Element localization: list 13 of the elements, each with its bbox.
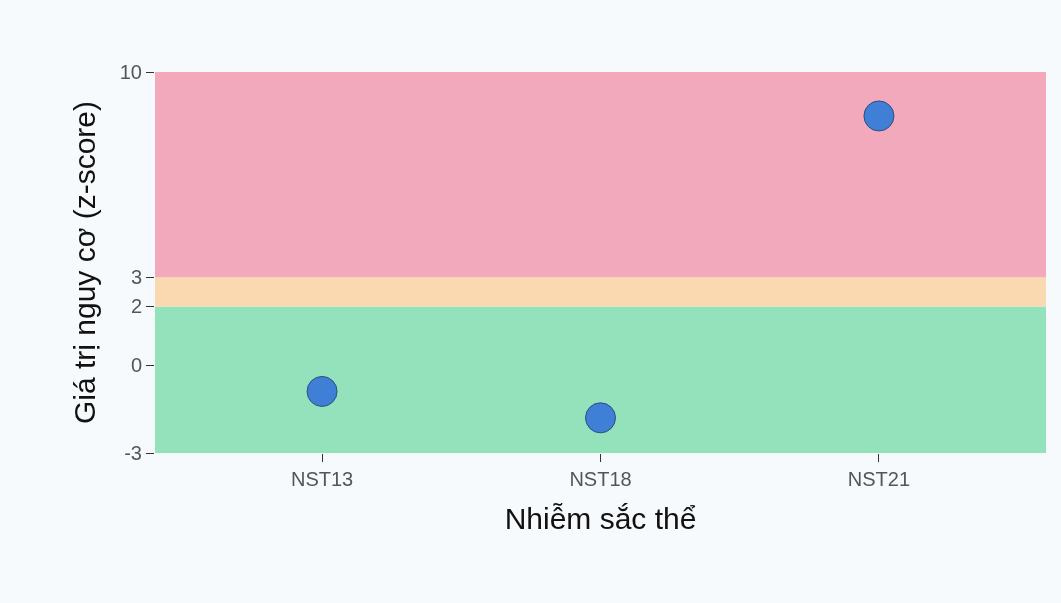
y-axis-title: Giá trị nguy cơ (z-score) (67, 100, 101, 425)
point (585, 402, 616, 434)
x-tick-label: NST13 (290, 468, 354, 490)
y-tick-label: 2 (130, 295, 142, 318)
x-tick-label: NST21 (847, 468, 911, 490)
x-tick-label: NST18 (569, 468, 632, 490)
y-tick-label: 10 (119, 61, 142, 83)
y-tick-label: -3 (124, 442, 142, 464)
y-tick-label: 3 (130, 266, 142, 289)
y-tick-label: 0 (130, 354, 142, 377)
x-axis-title: Nhiễm sắc thể (504, 501, 697, 535)
point (306, 375, 338, 407)
point (863, 100, 895, 132)
